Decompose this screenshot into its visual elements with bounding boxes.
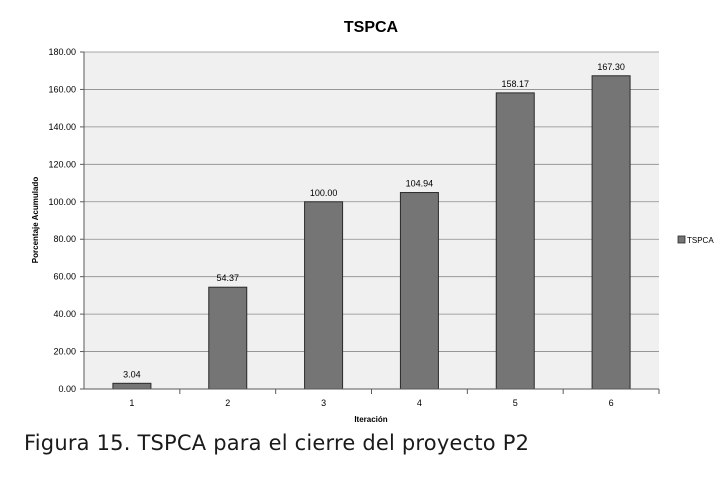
- plot-area: [84, 52, 659, 389]
- x-tick-label: 2: [225, 398, 230, 408]
- x-tick-label: 4: [417, 398, 422, 408]
- legend: TSPCA: [677, 235, 714, 245]
- data-label: 3.04: [123, 369, 141, 379]
- y-tick-label: 40.00: [53, 309, 76, 319]
- legend-swatch: [677, 235, 686, 244]
- data-labels: 3.04 54.37 100.00 104.94 158.17 167.30: [123, 62, 625, 380]
- bar: [112, 382, 152, 390]
- y-axis-title: Porcentaje Acumulado: [31, 177, 40, 264]
- bar: [208, 286, 248, 390]
- grid-lines: [80, 51, 659, 390]
- y-tick-label: 20.00: [53, 347, 76, 357]
- x-axis-title: Iteración: [354, 415, 387, 424]
- y-tick-label: 180.00: [48, 47, 76, 57]
- y-tick-label: 0.00: [58, 384, 76, 394]
- bar: [304, 201, 344, 390]
- y-tick-label: 100.00: [48, 197, 76, 207]
- y-tick-labels: 0.00 20.00 40.00 60.00 80.00 100.00 120.00 140.…: [48, 47, 76, 394]
- x-tick-label: 6: [609, 398, 614, 408]
- data-label: 104.94: [406, 179, 434, 189]
- data-label: 158.17: [501, 79, 529, 89]
- figure-caption: Figura 15. TSPCA para el cierre del proy…: [24, 431, 530, 455]
- data-label: 167.30: [597, 62, 625, 72]
- x-tick-labels: 1 2 3 4 5 6: [129, 389, 660, 408]
- data-label: 54.37: [216, 273, 239, 283]
- x-tick-label: 1: [129, 398, 134, 408]
- y-tick-label: 160.00: [48, 84, 76, 94]
- bar: [591, 75, 631, 390]
- y-tick-label: 60.00: [53, 272, 76, 282]
- y-tick-label: 140.00: [48, 122, 76, 132]
- data-label: 100.00: [310, 188, 338, 198]
- bar: [495, 92, 535, 390]
- chart-title: TSPCA: [344, 19, 399, 36]
- y-tick-label: 80.00: [53, 234, 76, 244]
- x-tick-label: 5: [513, 398, 518, 408]
- chart-figure: TSPCA 0.0020.0040.0060.0080.00100.00120.…: [31, 19, 714, 424]
- x-tick-label: 3: [321, 398, 326, 408]
- legend-label: TSPCA: [687, 236, 714, 245]
- y-tick-label: 120.00: [48, 159, 76, 169]
- bar: [399, 192, 439, 390]
